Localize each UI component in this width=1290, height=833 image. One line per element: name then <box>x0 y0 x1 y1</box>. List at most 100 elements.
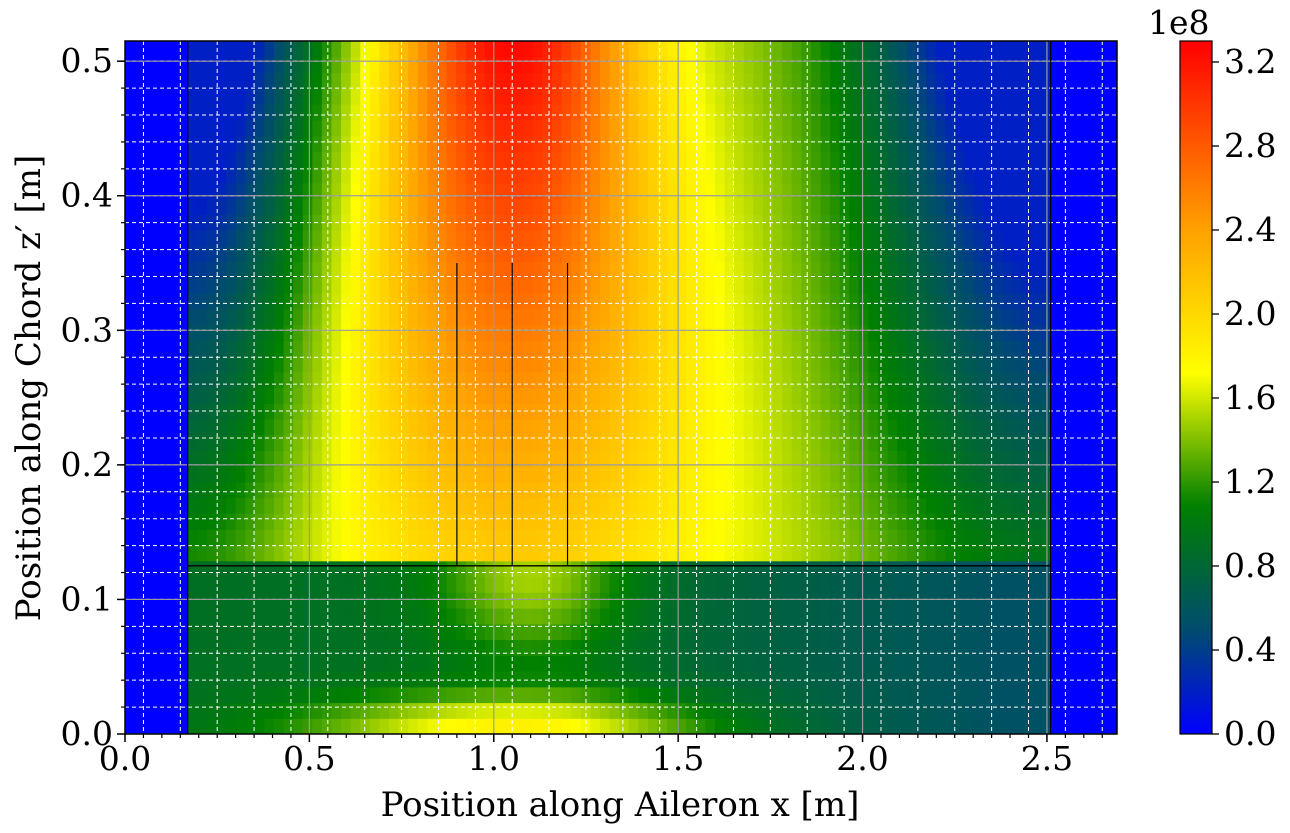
field-cell <box>226 308 237 326</box>
field-cell <box>753 72 764 89</box>
field-cell <box>820 56 831 74</box>
field-cell <box>494 371 505 389</box>
field-cell <box>667 718 678 734</box>
field-cell <box>887 608 898 625</box>
field-cell <box>197 497 208 515</box>
field-cell <box>293 182 304 200</box>
field-cell <box>590 482 601 499</box>
field-cell <box>868 576 879 593</box>
field-cell <box>293 466 304 483</box>
field-cell <box>398 135 409 152</box>
field-cell <box>638 419 649 436</box>
field-cell <box>1012 293 1023 310</box>
field-cell <box>782 135 793 152</box>
field-cell <box>762 482 774 499</box>
field-cell <box>695 371 707 389</box>
field-cell <box>906 72 917 89</box>
field-cell <box>628 340 639 357</box>
field-cell <box>724 293 735 310</box>
field-cell <box>925 671 937 688</box>
field-cell <box>868 308 879 326</box>
field-cell <box>504 135 515 152</box>
field-cell <box>868 324 879 341</box>
field-cell <box>724 308 735 326</box>
field-cell <box>628 293 639 310</box>
field-cell <box>897 356 908 373</box>
field-cell <box>504 434 515 452</box>
field-cell <box>743 56 754 74</box>
field-cell <box>206 639 218 656</box>
field-cell <box>504 88 515 105</box>
field-cell <box>398 513 409 530</box>
field-cell <box>647 655 659 672</box>
field-cell <box>868 72 879 89</box>
field-cell <box>436 151 448 168</box>
field-cell <box>590 529 601 546</box>
field-cell <box>341 545 352 562</box>
field-cell <box>849 466 860 483</box>
field-cell <box>389 293 400 310</box>
field-cell <box>925 167 937 184</box>
field-cell <box>849 419 860 436</box>
field-cell <box>350 387 361 404</box>
field-cell <box>379 356 390 373</box>
field-cell <box>724 230 735 247</box>
field-cell <box>762 419 774 436</box>
field-cell <box>532 340 544 357</box>
field-cell <box>235 529 246 546</box>
field-cell <box>897 466 908 483</box>
field-cell <box>820 88 831 105</box>
field-cell <box>427 702 438 719</box>
field-cell <box>628 450 639 467</box>
field-cell <box>590 702 601 719</box>
field-cell <box>695 119 707 137</box>
field-cell <box>724 387 735 404</box>
field-cell <box>628 387 639 404</box>
field-cell <box>245 167 256 184</box>
field-cell <box>331 576 342 593</box>
field-cell <box>686 545 697 562</box>
field-cell <box>446 151 457 168</box>
field-cell <box>715 167 726 184</box>
field-cell <box>513 182 524 200</box>
field-cell <box>571 340 582 357</box>
field-cell <box>599 245 611 263</box>
field-cell <box>293 702 304 719</box>
field-cell <box>446 135 457 152</box>
field-cell <box>964 482 975 499</box>
field-cell <box>916 592 927 609</box>
field-cell <box>494 308 505 326</box>
field-cell <box>216 513 227 530</box>
field-cell <box>791 702 802 719</box>
field-cell <box>504 151 515 168</box>
field-cell <box>715 261 726 278</box>
field-cell <box>245 293 256 310</box>
field-cell <box>993 72 1004 89</box>
field-cell <box>935 277 946 294</box>
field-cell <box>465 88 476 105</box>
field-cell <box>427 434 438 452</box>
field-cell <box>475 119 486 137</box>
field-cell <box>360 671 371 688</box>
field-cell <box>935 702 946 719</box>
field-cell <box>312 497 323 515</box>
field-cell <box>350 198 361 215</box>
field-cell <box>226 623 237 641</box>
field-cell <box>331 324 342 341</box>
field-cell <box>398 592 409 609</box>
field-cell <box>504 356 515 373</box>
field-cell <box>925 387 937 404</box>
field-cell <box>465 686 476 704</box>
field-cell <box>456 623 467 641</box>
field-cell <box>782 119 793 137</box>
field-cell <box>734 513 745 530</box>
field-cell <box>542 167 553 184</box>
field-cell <box>1031 702 1042 719</box>
field-cell <box>983 277 994 294</box>
field-cell <box>264 419 275 436</box>
field-cell <box>1031 718 1042 734</box>
field-cell <box>743 702 754 719</box>
field-cell <box>590 41 601 58</box>
field-cell <box>1002 655 1013 672</box>
field-cell <box>954 41 965 58</box>
